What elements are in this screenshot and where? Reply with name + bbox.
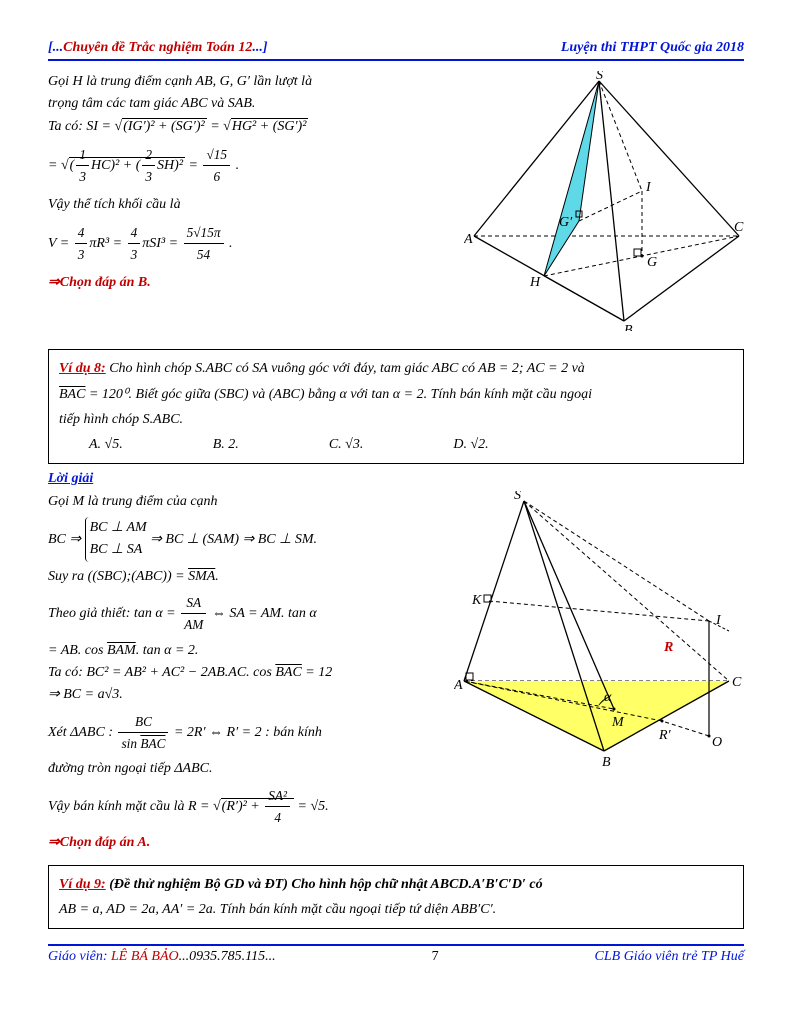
s1-line3: Ta có: SI = (IG′)² + (SG′)² = HG² + (SG′… <box>48 116 454 138</box>
s2-line1: Gọi M là trung điểm của cạnh <box>48 491 444 513</box>
ex9-title: Ví dụ 9: <box>59 877 106 892</box>
header-left: [...Chuyên đề Trắc nghiệm Toán 12...] <box>48 40 268 56</box>
s2-line5: = AB. cos BAM. tan α = 2. <box>48 640 444 662</box>
figure2-icon: S A C B K M I O R′ R α <box>454 491 744 781</box>
svg-text:C: C <box>734 220 744 235</box>
svg-text:O: O <box>712 735 722 750</box>
s2-line3: Suy ra ((SBC);(ABC)) = SMA. <box>48 566 444 588</box>
svg-text:B: B <box>624 323 633 331</box>
svg-text:A: A <box>464 232 473 247</box>
svg-text:S: S <box>514 491 521 503</box>
footer-left: Giáo viên: LÊ BÁ BẢO...0935.785.115... <box>48 949 276 965</box>
svg-text:α: α <box>604 690 612 705</box>
svg-text:I: I <box>715 613 722 628</box>
s1-line1: Gọi H là trung điểm cạnh AB, G, G′ lần l… <box>48 71 454 93</box>
footer-page: 7 <box>432 949 439 965</box>
s1-eq2: = (13HC)² + (23SH)² = √156 . <box>48 144 454 188</box>
ex8-title: Ví dụ 8: <box>59 361 106 376</box>
s2-line10: Vậy bán kính mặt cầu là R = (R′)² + SA²4… <box>48 785 444 829</box>
example8-box: Ví dụ 8: Cho hình chóp S.ABC có SA vuông… <box>48 349 744 464</box>
svg-text:G′: G′ <box>559 215 573 230</box>
ex8-optB: B. 2. <box>213 432 239 457</box>
svg-text:S: S <box>596 71 603 83</box>
svg-text:I: I <box>645 180 652 195</box>
svg-text:C: C <box>732 675 742 690</box>
svg-text:M: M <box>611 715 625 730</box>
ex8-optD: D. √2. <box>453 432 488 457</box>
s2-line4: Theo giả thiết: tan α = SAAM ⇔ SA = AM. … <box>48 592 444 636</box>
svg-text:A: A <box>454 678 463 693</box>
s1-answer: ⇒Chọn đáp án B. <box>48 272 454 294</box>
s2-line6: Ta có: BC² = AB² + AC² − 2AB.AC. cos BAC… <box>48 662 444 684</box>
ex8-optA: A. √5. <box>89 432 123 457</box>
s1-eq3: V = 43πR³ = 43πSI³ = 5√15π54 . <box>48 222 454 266</box>
svg-text:R′: R′ <box>658 728 672 743</box>
ex8-optC: C. √3. <box>329 432 364 457</box>
svg-text:G: G <box>647 255 657 270</box>
example9-box: Ví dụ 9: (Đề thử nghiệm Bộ GD và ĐT) Cho… <box>48 865 744 929</box>
svg-text:H: H <box>529 275 541 290</box>
s2-line8: Xét ΔABC : BCsin BAC = 2R′ ⇔ R′ = 2 : bá… <box>48 711 444 755</box>
svg-text:K: K <box>471 593 482 608</box>
s1-line4: Vậy thể tích khối cầu là <box>48 194 454 216</box>
figure1-icon: S A C B H G G′ I <box>464 71 744 331</box>
s2-line7: ⇒ BC = a√3. <box>48 684 444 706</box>
loigiai-label: Lời giải <box>48 468 744 490</box>
s2-line9: đường tròn ngoại tiếp ΔABC. <box>48 758 444 780</box>
footer-right: CLB Giáo viên trẻ TP Huế <box>595 949 744 965</box>
s2-line2: BC ⇒ BC ⊥ AMBC ⊥ SA ⇒ BC ⊥ (SAM) ⇒ BC ⊥ … <box>48 517 444 562</box>
svg-text:R: R <box>663 640 673 655</box>
header-right: Luyện thi THPT Quốc gia 2018 <box>561 40 744 56</box>
s2-answer: ⇒Chọn đáp án A. <box>48 832 444 854</box>
s1-line2: trọng tâm các tam giác ABC và SAB. <box>48 93 454 115</box>
svg-text:B: B <box>602 755 611 770</box>
